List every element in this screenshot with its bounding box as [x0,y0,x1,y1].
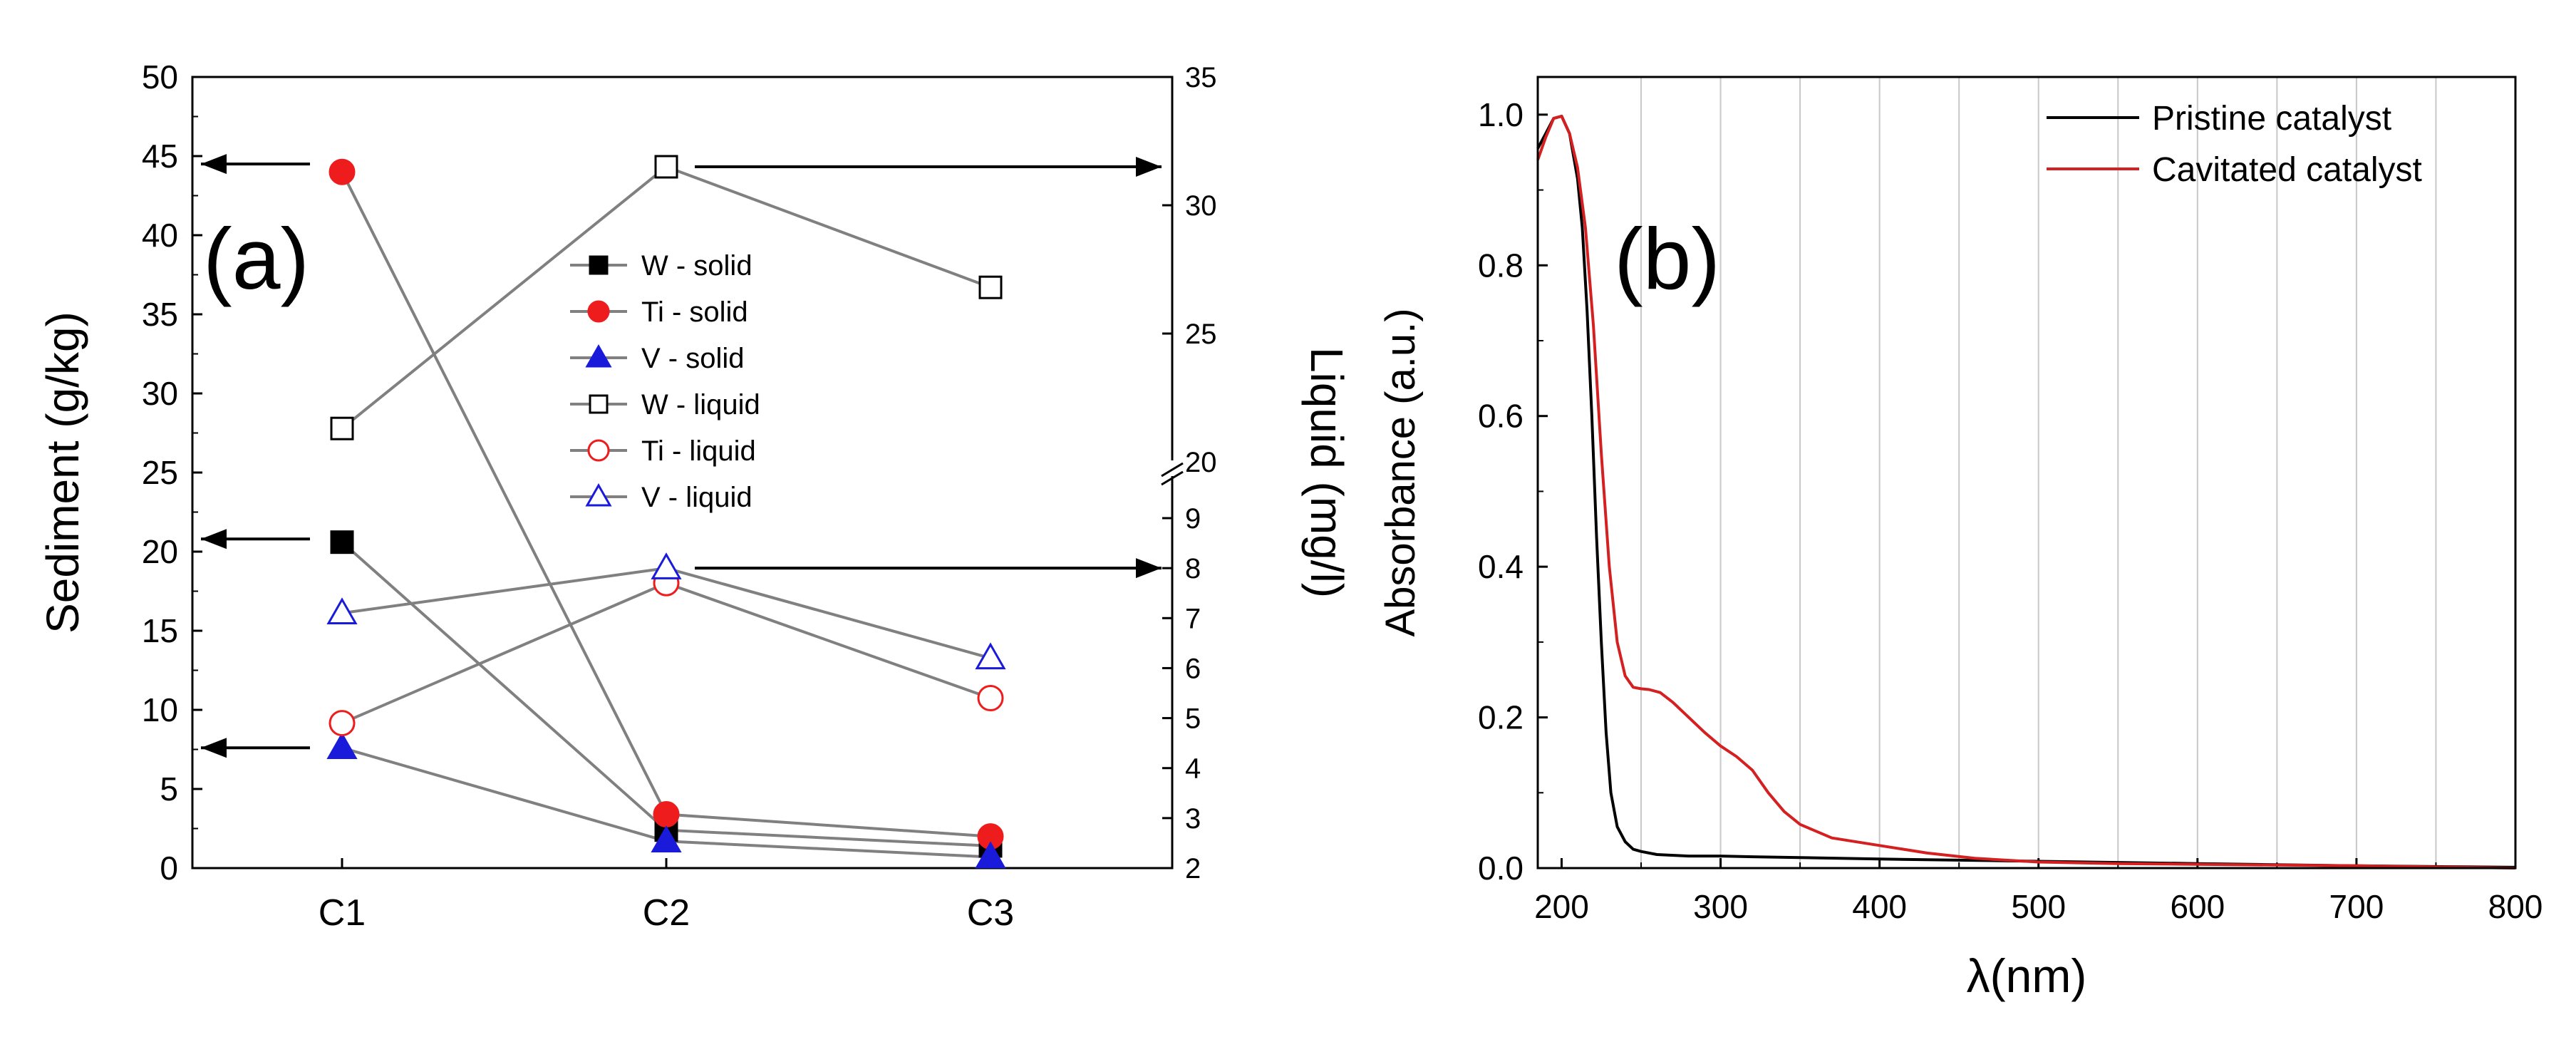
panel-a-right-tick-label: 35 [1185,62,1217,93]
panel-a-right-tick-label: 6 [1185,653,1201,684]
panel-a-left-tick-label: 10 [142,691,178,728]
panel-a-data-point [975,642,1006,670]
panel-a-data-point [975,841,1006,869]
panel-a-left-axis-label: Sediment (g/kg) [37,311,88,634]
panel-b-x-tick-label: 200 [1534,888,1589,925]
panel-a-right-tick-label: 30 [1185,190,1217,222]
panel-a-legend-marker [589,394,609,414]
panel-a-arrows [201,154,1162,758]
panel-b-x-tick-label: 300 [1693,888,1748,925]
panel-a-data-point [654,155,678,179]
panel-b-chart: 200 300 400 500 600 700 8000.00.20.40.60.81.0 … [1377,76,2543,1002]
panel-a-right-tick-label: 8 [1185,553,1201,584]
panel-a-data-point [326,732,358,760]
panel-b-legend: Pristine catalyst Cavitated catalyst [2047,100,2422,189]
panel-a-legend-marker [585,344,612,368]
panel-a-right-tick-label: 5 [1185,703,1201,735]
panel-b-y-tick-label: 0.0 [1478,850,1524,887]
panel-a-left-tick-label: 35 [142,296,178,333]
panel-a-legend-label: Ti - liquid [641,435,756,467]
panel-b-legend-label: Cavitated catalyst [2152,151,2422,189]
panel-b-y-tick-label: 1.0 [1478,96,1524,133]
panel-a-legend: W - solid Ti - solid V - solid W - liquid Ti… [570,250,760,513]
panel-b-x-tick-label: 400 [1852,888,1907,925]
panel-a-axis-break-mark [1160,460,1186,486]
panel-a-x-tick-label: C1 [319,892,366,934]
panel-a-legend-marker [589,255,609,275]
panel-a-left-tick-label: 5 [160,770,178,808]
panel-a-data-point [330,416,354,440]
panel-a-legend-label: V - liquid [641,482,752,513]
panel-a-left-tick-label: 25 [142,454,178,491]
panel-b-legend-label: Pristine catalyst [2152,100,2391,138]
panel-a-left-tick-label: 40 [142,217,178,254]
panel-a-legend-label: W - solid [641,250,752,282]
panel-a-legend-marker [587,300,610,323]
panel-b-y-tick-label: 0.2 [1478,699,1524,736]
panel-a-data-point [651,552,682,579]
panel-b-label: (b) [1614,210,1720,307]
panel-b-x-tick-label: 700 [2329,888,2384,925]
panel-a-data-point [330,530,354,554]
panel-a-legend-label: V - solid [641,343,745,374]
panel-a-data-point [651,825,682,853]
panel-b-x-tick-label: 500 [2011,888,2066,925]
panel-a-right-tick-label: 4 [1185,753,1201,785]
panel-a-data-point [653,801,680,828]
panel-a-data-point [326,597,358,625]
panel-a-left-tick-label: 0 [160,850,178,887]
panel-a-legend-label: Ti - solid [641,296,748,328]
panel-a-left-tick-label: 50 [142,58,178,96]
panel-a-x-tick-label: C2 [643,892,690,934]
panel-b-x-tick-label: 800 [2488,888,2543,925]
panel-a-label: (a) [203,210,309,307]
panel-a-right-tick-label: 3 [1185,803,1201,835]
panel-b-grid [1640,77,2437,868]
panel-a-right-axis-label: Liquid (mg/l) [1301,347,1352,598]
panel-a-data-point [329,710,356,737]
panel-a-left-tick-label: 30 [142,375,178,412]
panel-a-x-tick-label: C3 [967,892,1014,934]
panel-a-data-point [977,685,1004,712]
panel-b-y-axis-label: Absorbance (a.u.) [1377,308,1424,636]
panel-a-legend-label: W - liquid [641,389,760,421]
panel-a-left-tick-label: 45 [142,138,178,175]
panel-a-markers [326,155,1006,869]
panel-b-frame [1536,76,2517,870]
panel-b-y-tick-label: 0.6 [1478,398,1524,435]
panel-a-right-tick-label: 25 [1185,319,1217,350]
panel-a-right-tick-label: 9 [1185,503,1201,535]
panel-a-right-tick-label: 7 [1185,603,1201,634]
panel-b-ticks: 200 300 400 500 600 700 800 0.0 0.2 0.4 0.6 0.8 1.0 [1478,96,2543,925]
panel-b-series-line [1536,115,2516,870]
panel-b-lines [1536,115,2516,870]
panel-a-data-point [978,275,1003,299]
panel-b-y-tick-label: 0.8 [1478,247,1524,284]
panel-a-legend-marker [587,439,610,462]
panel-b-x-axis-label: λ(nm) [1967,949,2087,1002]
panel-b-x-tick-label: 600 [2170,888,2225,925]
panel-a-left-tick-label: 20 [142,533,178,570]
panel-a-data-point [329,158,356,185]
panel-a-right-tick-label: 2 [1185,853,1201,884]
panel-a-right-tick-label: 20 [1185,447,1217,478]
panel-a-legend-marker [585,483,612,507]
panel-a-left-tick-label: 15 [142,612,178,649]
panel-b-y-tick-label: 0.4 [1478,548,1524,585]
